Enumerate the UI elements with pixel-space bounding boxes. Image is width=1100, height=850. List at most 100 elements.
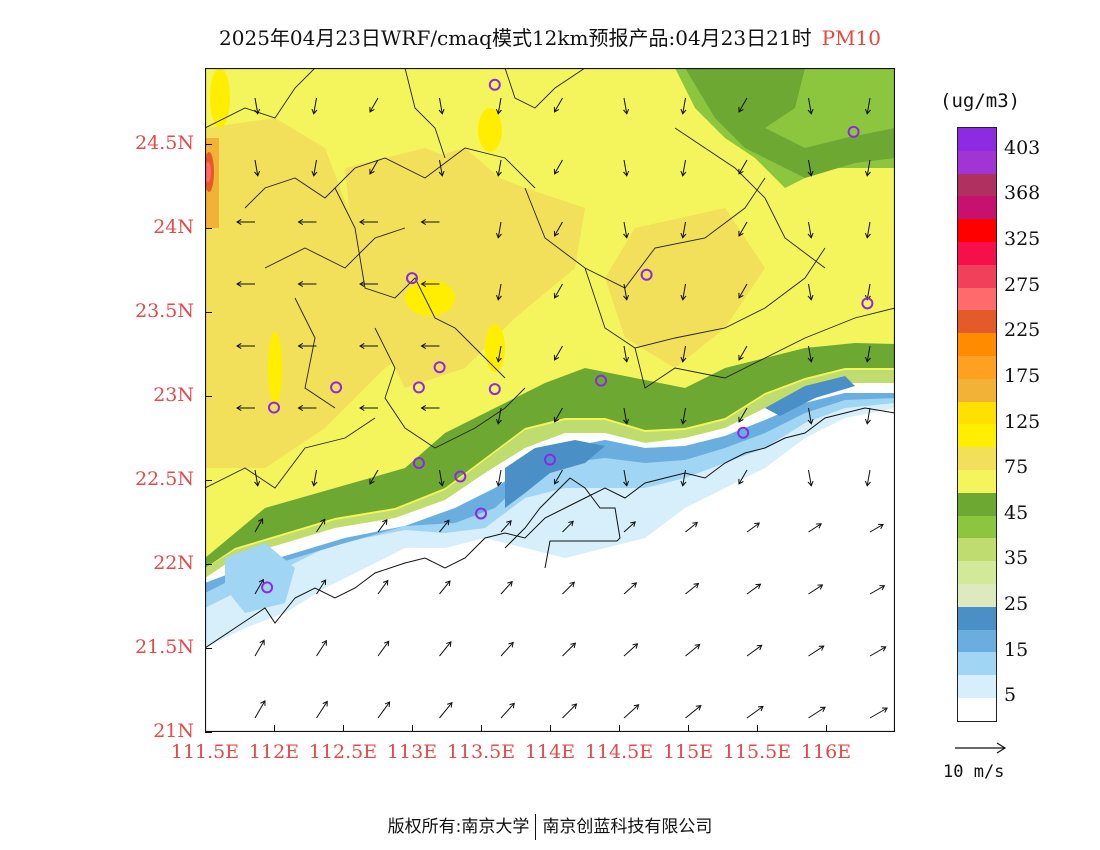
- wind-vectors: [236, 97, 888, 719]
- wind-arrow: [869, 585, 885, 595]
- wind-arrow: [254, 159, 259, 176]
- colorbar-label: 325: [1004, 228, 1041, 251]
- wind-arrow: [685, 522, 698, 533]
- wind-arrow-head: [864, 294, 871, 301]
- footer-separator: [535, 814, 537, 840]
- colorbar-band: [958, 333, 996, 356]
- wind-arrow-head: [297, 342, 304, 350]
- wind-arrow-head: [820, 706, 826, 712]
- wind-arrow: [808, 523, 822, 533]
- x-tick-label: 114.5E: [584, 741, 654, 763]
- wind-arrow-head: [738, 106, 744, 113]
- wind-arrow-head: [359, 218, 365, 226]
- colorbar-band: [958, 515, 996, 539]
- wind-arrow: [439, 702, 453, 719]
- x-tick-mark: [757, 725, 758, 732]
- wind-arrow: [377, 580, 389, 595]
- wind-arrow-head: [738, 478, 744, 485]
- wind-arrow: [623, 643, 638, 657]
- y-tick-label: 24N: [153, 215, 194, 238]
- wind-arrow: [738, 345, 748, 361]
- station-marker: [475, 507, 487, 520]
- wind-arrow-head: [878, 523, 884, 530]
- wind-arrow: [808, 97, 812, 114]
- admin-boundary: [674, 127, 826, 269]
- wind-arrow-head: [633, 704, 640, 710]
- wind-arrow-head: [254, 108, 261, 115]
- wind-arrow-head: [446, 641, 452, 647]
- wind-arrow-head: [631, 582, 638, 588]
- colorbar-label: 45: [1004, 501, 1029, 524]
- wind-arrow: [808, 584, 823, 595]
- wind-arrow: [746, 705, 764, 719]
- wind-arrow-head: [569, 581, 575, 588]
- wind-arrow: [738, 469, 748, 485]
- wind-arrow: [869, 707, 888, 719]
- wind-arrow-head: [320, 518, 326, 525]
- wind-arrow: [808, 645, 825, 657]
- wind-arrow-head: [807, 294, 814, 301]
- wind-arrow-head: [382, 579, 389, 586]
- colorbar-band: [958, 219, 996, 242]
- wind-arrow: [439, 519, 450, 533]
- coastline-path: [205, 407, 895, 649]
- wind-arrow-head: [257, 518, 264, 524]
- colorbar-band: [958, 173, 996, 197]
- wind-arrow-head: [495, 356, 502, 363]
- colorbar-label: 35: [1004, 547, 1029, 570]
- wind-arrow-head: [254, 480, 261, 487]
- station-marker: [261, 581, 274, 594]
- wind-arrow: [869, 646, 887, 657]
- colorbar-band: [958, 378, 996, 402]
- wind-arrow-head: [553, 354, 560, 361]
- wind-arrow-head: [630, 521, 636, 527]
- coast-band-green-dark: [205, 343, 895, 568]
- admin-boundary: [264, 227, 406, 269]
- wind-arrow: [623, 159, 628, 176]
- wind-arrow-head: [254, 170, 261, 177]
- wind-arrow-head: [738, 292, 744, 299]
- x-tick-label: 114E: [524, 741, 576, 763]
- wind-arrow-head: [438, 108, 445, 115]
- wind-arrow-head: [320, 579, 327, 586]
- monitoring-stations: [261, 78, 874, 594]
- colorbar-label: 403: [1004, 136, 1041, 159]
- station-marker: [433, 361, 446, 374]
- wind-scale-label: 10 m/s: [943, 762, 1005, 782]
- wind-arrow-head: [420, 218, 427, 226]
- wind-arrow: [497, 283, 502, 300]
- wind-arrow: [562, 520, 574, 533]
- wind-arrow: [439, 469, 443, 486]
- wind-arrow-head: [807, 418, 814, 425]
- x-tick-mark: [826, 725, 827, 732]
- wind-arrow: [497, 221, 502, 238]
- y-tick-mark: [205, 647, 212, 649]
- colorbar-band: [958, 583, 996, 607]
- station-marker: [847, 125, 860, 138]
- station-marker: [330, 381, 343, 394]
- wind-arrow: [500, 702, 515, 719]
- admin-boundary: [334, 187, 456, 329]
- colorbar-band: [958, 196, 996, 220]
- wind-arrow-head: [311, 170, 318, 177]
- wind-arrow-head: [817, 584, 824, 590]
- wind-arrow-head: [359, 404, 365, 412]
- wind-arrow: [808, 221, 812, 238]
- colorbar-label: 25: [1004, 592, 1029, 615]
- wind-arrow: [562, 642, 576, 657]
- wind-arrow: [623, 521, 636, 533]
- wind-arrow: [623, 469, 628, 486]
- wind-arrow-head: [738, 354, 744, 361]
- station-marker: [488, 78, 501, 91]
- wind-arrow-head: [738, 416, 744, 423]
- wind-arrow: [682, 283, 686, 300]
- wind-arrow: [866, 283, 871, 300]
- colorbar-label: 368: [1004, 182, 1041, 205]
- wind-arrow: [554, 97, 563, 113]
- wind-arrow: [866, 221, 871, 238]
- wind-arrow: [500, 581, 513, 595]
- station-marker: [861, 297, 874, 310]
- wind-arrow-head: [680, 480, 687, 487]
- y-tick-label: 23N: [153, 383, 194, 406]
- wind-arrow-head: [864, 170, 871, 177]
